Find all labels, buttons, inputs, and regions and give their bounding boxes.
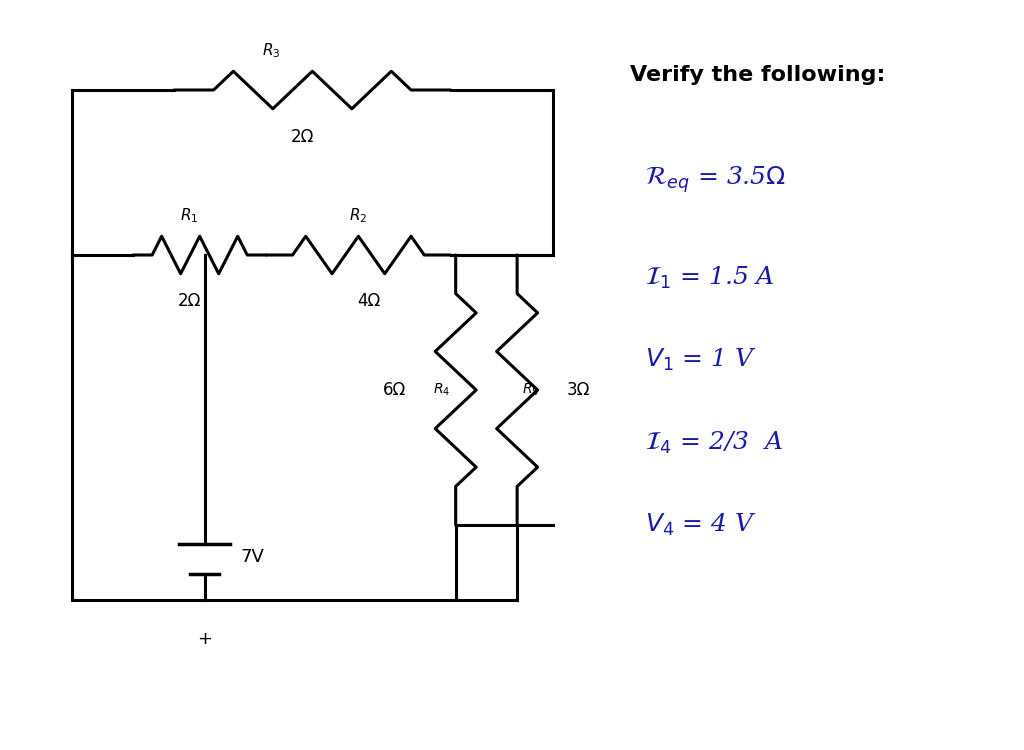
Text: $R_1$: $R_1$ xyxy=(180,206,199,225)
Text: 7V: 7V xyxy=(241,548,264,566)
Text: $R_5$: $R_5$ xyxy=(522,382,540,398)
Text: $\mathcal{I}_1$ = 1.5 A: $\mathcal{I}_1$ = 1.5 A xyxy=(645,265,775,290)
Text: $R_2$: $R_2$ xyxy=(349,206,368,225)
Text: 4Ω: 4Ω xyxy=(357,292,380,310)
Text: $V_4$ = 4 V: $V_4$ = 4 V xyxy=(645,512,757,538)
Text: $R_3$: $R_3$ xyxy=(262,41,281,60)
Text: 6Ω: 6Ω xyxy=(383,381,406,399)
Text: $R_4$: $R_4$ xyxy=(433,382,451,398)
Text: $\mathcal{I}_4$ = 2/3  A: $\mathcal{I}_4$ = 2/3 A xyxy=(645,430,783,455)
Text: 2Ω: 2Ω xyxy=(291,128,313,146)
Text: $V_1$ = 1 V: $V_1$ = 1 V xyxy=(645,347,757,373)
Text: 2Ω: 2Ω xyxy=(178,292,201,310)
Text: Verify the following:: Verify the following: xyxy=(630,65,886,85)
Text: +: + xyxy=(198,630,212,648)
Text: $\mathcal{R}_{eq}$ = 3.5$\Omega$: $\mathcal{R}_{eq}$ = 3.5$\Omega$ xyxy=(645,165,786,195)
Text: 3Ω: 3Ω xyxy=(567,381,590,399)
